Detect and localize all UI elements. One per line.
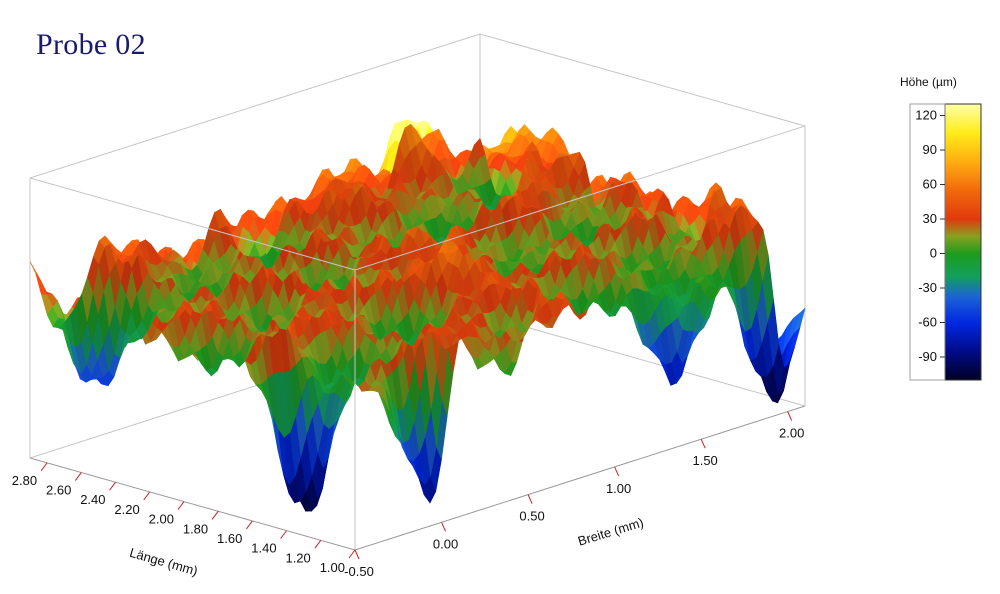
x-tick [348, 549, 356, 559]
x-tick [245, 520, 253, 530]
y-tick-label: 0.50 [519, 509, 544, 524]
surface-mesh [29, 119, 806, 512]
colorbar-tick-label: 120 [915, 108, 937, 123]
box-edge [29, 33, 481, 179]
colorbar: 120 90 60 30 0 -30 -60 -90 [909, 103, 982, 381]
x-tick-label: 1.40 [251, 541, 276, 556]
colorbar-tick-label: 60 [923, 177, 937, 192]
x-tick [280, 530, 287, 539]
x-tick [109, 481, 116, 491]
y-tick [700, 439, 706, 449]
x-tick [143, 491, 151, 501]
colorbar-title: Höhe (µm) [900, 75, 957, 89]
chart-title: Probe 02 [36, 28, 146, 61]
x-tick-label: 2.60 [46, 483, 71, 498]
x-tick [177, 501, 185, 510]
y-tick-label: -0.50 [344, 564, 374, 579]
y-tick [441, 522, 446, 532]
x-tick-label: 2.00 [149, 512, 174, 527]
y-tick [787, 411, 793, 421]
x-tick-label: 2.20 [114, 502, 139, 517]
y-tick-label: 1.50 [692, 453, 717, 468]
x-tick-label: 2.40 [80, 492, 105, 507]
colorbar-tick-label: 30 [923, 211, 937, 226]
y-tick [614, 466, 620, 477]
box-edge [479, 313, 806, 407]
x-tick [74, 472, 82, 481]
x-tick-label: 1.20 [285, 550, 310, 565]
y-axis-label: Breite (mm) [576, 515, 645, 549]
colorbar-tick-label: 90 [923, 142, 937, 157]
y-tick-label: 1.00 [606, 481, 631, 496]
x-tick [40, 462, 48, 472]
x-tick [314, 540, 322, 549]
x-tick-label: 1.80 [183, 521, 208, 536]
colorbar-gradient [944, 103, 982, 381]
box-edge [479, 33, 806, 127]
x-tick-label: 1.60 [217, 531, 242, 546]
colorbar-tick-label: -60 [918, 315, 937, 330]
x-axis-label: Länge (mm) [128, 545, 199, 579]
x-tick [211, 510, 219, 520]
colorbar-tick-label: 0 [930, 246, 937, 261]
y-tick [354, 549, 360, 560]
surface-patch [35, 273, 48, 296]
x-tick-label: 2.80 [12, 473, 37, 488]
y-tick [527, 494, 533, 504]
y-tick-label: 0.00 [433, 536, 458, 551]
x-tick-label: 1.00 [320, 560, 345, 575]
y-tick-label: 2.00 [779, 426, 804, 441]
colorbar-tick-label: -30 [918, 280, 937, 295]
colorbar-tick-label: -90 [918, 349, 937, 364]
